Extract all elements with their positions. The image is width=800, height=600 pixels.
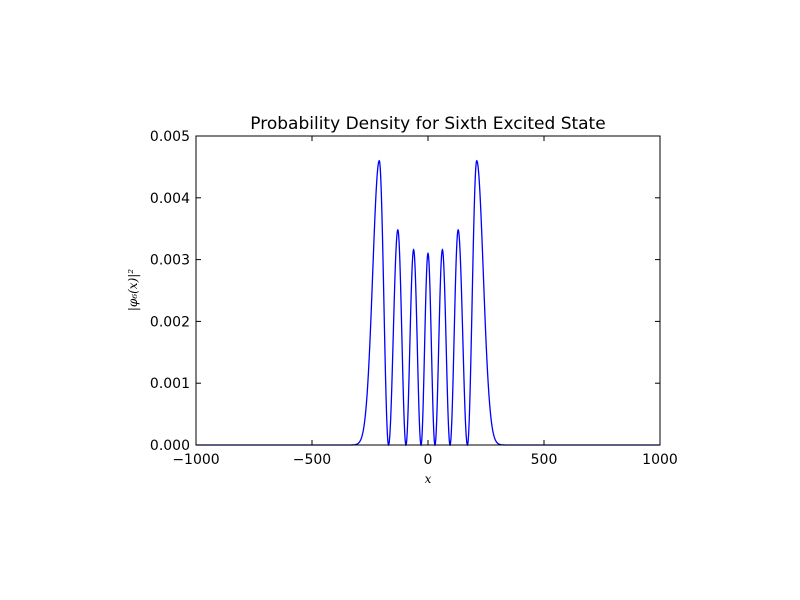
x-tick-label: −500	[293, 452, 331, 468]
y-axis-ticks: 0.000 0.001 0.002 0.003 0.004 0.005	[150, 129, 660, 454]
plot-area	[195, 135, 661, 447]
y-tick-label: 0.003	[150, 253, 190, 269]
y-tick-label: 0.000	[150, 438, 190, 454]
y-axis-label: |φ₆(x)|²	[126, 269, 140, 311]
x-tick-label: 1000	[642, 452, 678, 468]
x-tick-label: 0	[424, 452, 433, 468]
x-tick-label: −1000	[172, 452, 219, 468]
y-tick-label: 0.004	[150, 191, 190, 207]
x-axis-label: x	[425, 472, 432, 486]
y-tick-label: 0.002	[150, 314, 190, 330]
density-curve	[196, 159, 660, 447]
x-axis-ticks: −1000 −500 0 500 1000	[172, 136, 678, 468]
x-tick-label: 500	[531, 452, 558, 468]
y-tick-label: 0.005	[150, 129, 190, 145]
chart-title: Probability Density for Sixth Excited St…	[250, 114, 605, 134]
y-tick-label: 0.001	[150, 376, 190, 392]
axes-frame	[195, 135, 661, 446]
